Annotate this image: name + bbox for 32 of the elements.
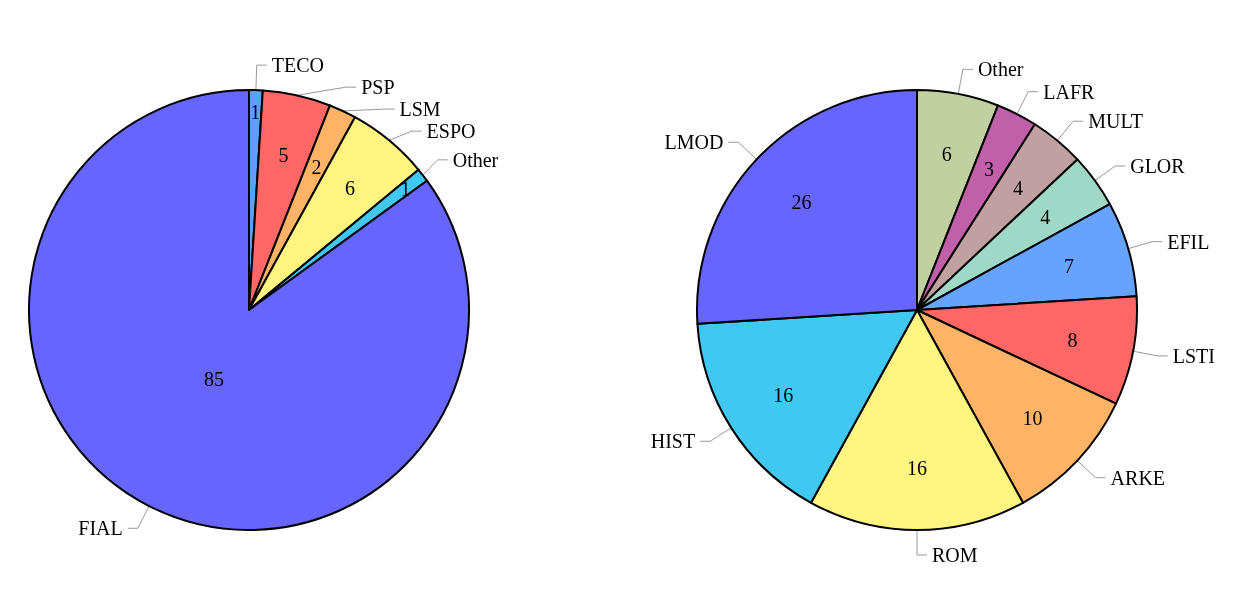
slice-label: ARKE <box>1110 466 1166 489</box>
slice-label: MULT <box>1088 110 1143 133</box>
data-label: 6 <box>344 176 355 199</box>
slice-label: HIST <box>650 430 696 453</box>
data-label: 1 <box>400 177 411 200</box>
data-label: 4 <box>1040 205 1051 228</box>
data-label: 10 <box>1022 407 1043 430</box>
data-label: 3 <box>983 157 994 180</box>
slice-label: Other <box>452 148 499 171</box>
data-label: 4 <box>1012 176 1023 199</box>
slice-label: LMOD <box>664 131 724 154</box>
data-label: 16 <box>773 383 794 406</box>
data-label: 16 <box>907 457 927 480</box>
data-label: 6 <box>941 143 952 166</box>
slice-label: EFIL <box>1167 230 1210 253</box>
data-label: 7 <box>1064 254 1075 277</box>
slice-label: Other <box>977 58 1024 81</box>
slice-label: GLOR <box>1130 154 1186 177</box>
data-label: 8 <box>1067 328 1078 351</box>
slice-label: LAFR <box>1043 80 1096 103</box>
slice-label: PSP <box>361 76 395 99</box>
data-label: 85 <box>204 367 225 390</box>
data-label: 26 <box>791 190 812 213</box>
slice-label: ROM <box>932 544 978 566</box>
data-label: 1 <box>250 101 261 124</box>
slice-label: TECO <box>271 54 324 77</box>
data-label: 2 <box>311 155 322 178</box>
slice-label: LSM <box>399 98 441 121</box>
data-label: 5 <box>278 144 289 167</box>
slice-label: ESPO <box>426 120 476 143</box>
slice-label: FIAL <box>78 517 123 540</box>
slice-label: LSTI <box>1172 344 1215 367</box>
